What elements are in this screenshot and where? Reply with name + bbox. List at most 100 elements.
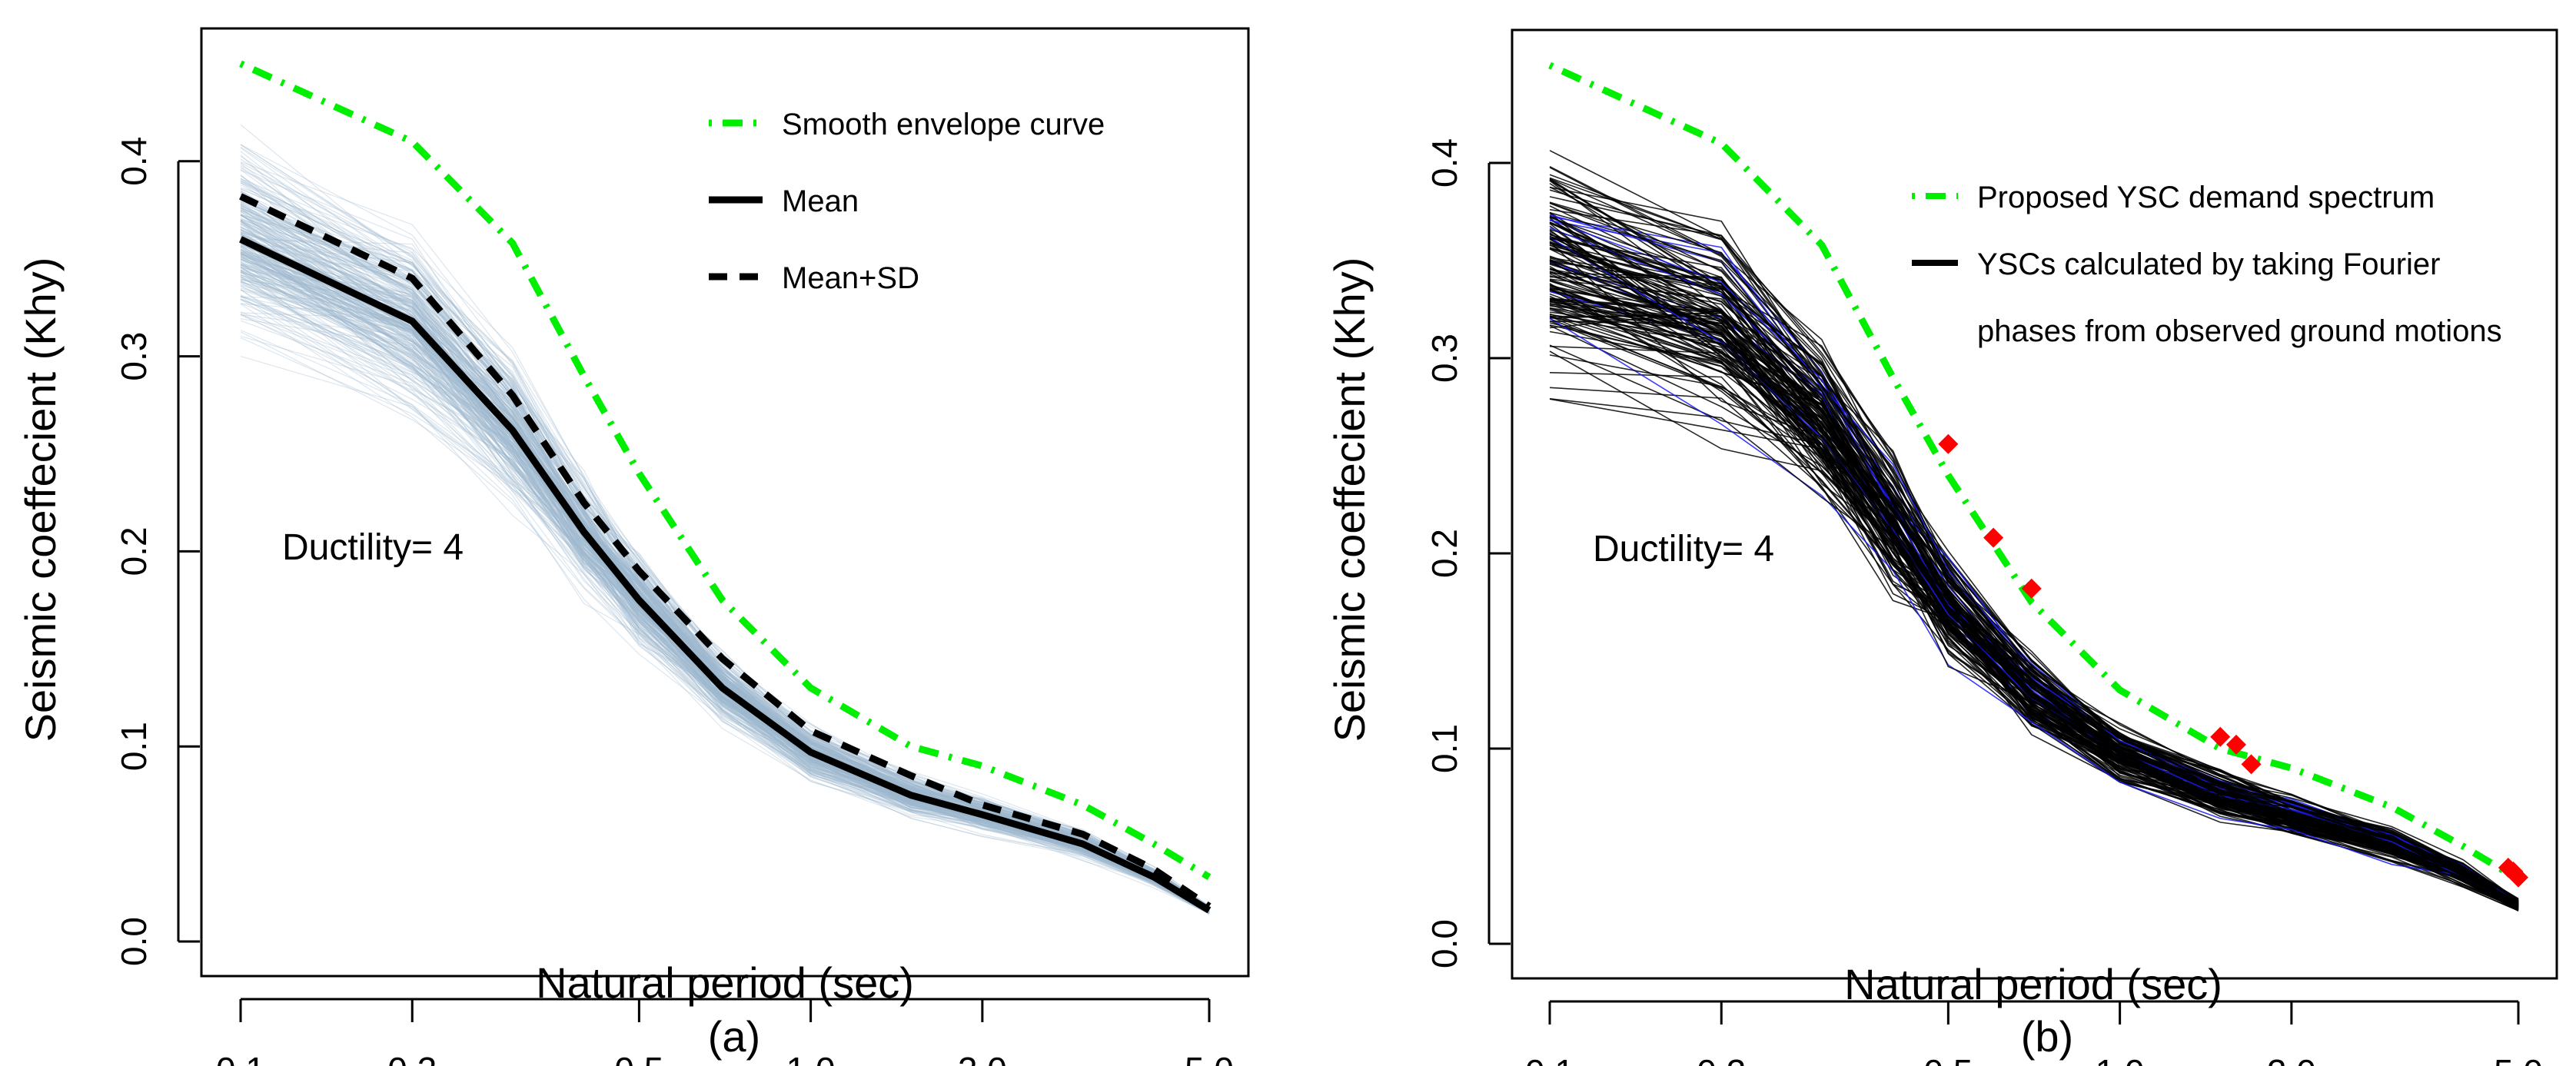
x-axis: 0.1 0.2 0.5 1.0 2.0 5.0	[216, 998, 1234, 1066]
band-curve	[240, 242, 1210, 912]
band-curve	[240, 298, 1210, 914]
marker-diamond	[2241, 754, 2262, 775]
band-curve	[240, 181, 1210, 908]
band-curve	[240, 271, 1210, 914]
band-curve	[240, 298, 1210, 914]
band-curve	[240, 311, 1210, 913]
series-mean-sd	[239, 193, 1212, 910]
band-curve	[1549, 317, 2519, 908]
band-curve	[240, 262, 1210, 912]
plot-frame	[200, 27, 1250, 978]
band-curve	[1549, 398, 2519, 911]
band-curve	[240, 356, 1210, 914]
band-curve	[1549, 322, 2519, 908]
band-curve	[240, 277, 1210, 913]
band-curve	[1549, 304, 2519, 908]
y-tick-label: 0.3	[114, 332, 154, 381]
panel-label: (b)	[2021, 1012, 2073, 1061]
band-curve	[240, 290, 1210, 912]
band-curve	[240, 274, 1210, 912]
band-curve	[240, 178, 1210, 909]
band-curve	[240, 274, 1210, 912]
legend-label-mean: Mean	[782, 184, 859, 218]
band-curve	[240, 208, 1210, 908]
x-tick-label: 2.0	[2267, 1052, 2316, 1066]
ductility-annotation: Ductility= 4	[1593, 529, 1774, 570]
band-curve	[240, 271, 1210, 913]
band-curve	[240, 191, 1210, 911]
band-curve	[240, 258, 1210, 914]
band-curve	[240, 314, 1210, 913]
band-curve	[1549, 315, 2519, 910]
band-curve	[1549, 303, 2519, 905]
band-curve	[240, 303, 1210, 912]
band-curve	[240, 154, 1210, 911]
legend-label-yscs: YSCs calculated by taking Fourier	[1977, 247, 2441, 281]
x-tick-label: 0.2	[387, 1050, 437, 1066]
band-curve	[1549, 313, 2519, 906]
band-curve	[240, 279, 1210, 913]
y-axis: 0.0 0.1 0.2 0.3 0.4	[1424, 138, 1511, 968]
band-curve	[240, 289, 1210, 913]
band-curve	[240, 232, 1210, 912]
band-curve	[1549, 315, 2519, 908]
band-curve	[1549, 298, 2519, 906]
band-curve	[240, 277, 1210, 914]
band-curve	[1549, 324, 2519, 908]
plot-area	[239, 60, 1212, 915]
band-curve	[240, 234, 1210, 913]
band-curve	[240, 258, 1210, 912]
band-curve	[240, 320, 1210, 915]
band-curve	[240, 235, 1210, 912]
band-curve	[240, 252, 1210, 913]
band-curve	[240, 199, 1210, 908]
x-tick-label: 2.0	[958, 1050, 1007, 1066]
y-axis-label: Seismic coeffecient (Khy)	[16, 257, 65, 742]
band-curve	[1549, 291, 2519, 908]
band-curve	[240, 249, 1210, 915]
plot-area	[1548, 61, 2528, 912]
band-curve	[240, 241, 1210, 912]
band-curve	[240, 168, 1210, 909]
band-curve	[240, 331, 1210, 914]
band-curve	[240, 191, 1210, 908]
band-curve	[1549, 301, 2519, 908]
band-curve	[240, 251, 1210, 912]
band-curve	[1549, 312, 2519, 906]
band-curve	[240, 207, 1210, 908]
band-curve	[240, 204, 1210, 911]
band-curve	[240, 312, 1210, 913]
x-tick-label: 1.0	[2096, 1052, 2145, 1066]
band-curve	[1549, 320, 2519, 907]
band-curve	[240, 300, 1210, 912]
band-curve	[240, 240, 1210, 910]
band-curve	[240, 274, 1210, 911]
band-curve	[240, 254, 1210, 908]
band-curve	[1549, 297, 2519, 907]
band-curve	[240, 210, 1210, 909]
band-curve	[240, 314, 1210, 914]
band-curve	[240, 337, 1210, 915]
band-curve	[240, 184, 1210, 911]
band-curve	[240, 235, 1210, 912]
marker-diamond	[2021, 578, 2042, 599]
band-curve	[240, 284, 1210, 913]
band-curve	[240, 276, 1210, 913]
band-curve	[240, 318, 1210, 912]
band-curve	[1549, 307, 2519, 911]
band-curve	[1549, 307, 2519, 908]
band-curve	[240, 261, 1210, 913]
marker-diamond	[2210, 726, 2231, 747]
band-curve	[240, 258, 1210, 912]
band-curve	[240, 223, 1210, 912]
band-curve	[1549, 287, 2519, 908]
band-curve	[240, 314, 1210, 915]
band-curve	[240, 261, 1210, 913]
band-curve	[240, 281, 1210, 912]
band-curve	[1549, 259, 2519, 904]
band-curve	[240, 235, 1210, 910]
band-curve	[1549, 310, 2519, 906]
band-curve	[240, 169, 1210, 910]
band-curve	[240, 276, 1210, 914]
band-curve	[1549, 286, 2519, 906]
